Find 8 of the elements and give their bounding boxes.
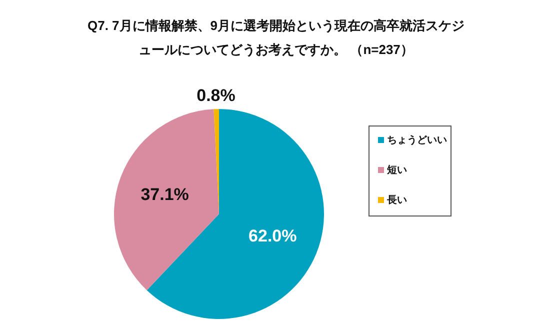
legend-label: ちょうどいい — [387, 135, 447, 146]
pie-slice — [114, 109, 219, 290]
legend-label: 長い — [386, 194, 407, 206]
data-label: 62.0% — [248, 226, 297, 246]
legend-label: 短い — [386, 164, 407, 176]
data-label: 0.8% — [196, 86, 236, 105]
chart-title: Q7. 7月に情報解禁、9月に選考開始という現在の高卒就活スケジュールについてどうお考えですか。 （n=237） — [87, 18, 465, 57]
data-label: 37.1% — [140, 184, 189, 204]
